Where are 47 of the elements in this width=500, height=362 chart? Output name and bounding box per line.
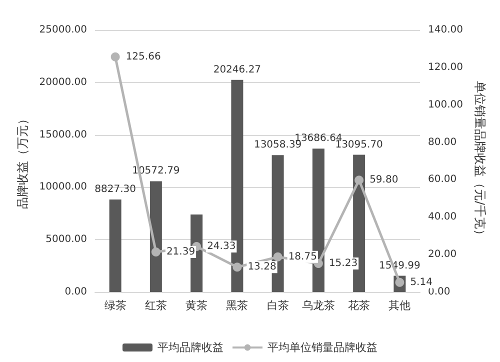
data-label: 13095.70 (335, 139, 383, 150)
x-tick-label: 红茶 (144, 299, 167, 312)
x-tick-label: 乌龙茶 (302, 299, 335, 312)
y2-tick-label: 80.00 (428, 136, 457, 148)
point (151, 247, 160, 256)
y-axis-title: 品牌收益（万元） (15, 113, 30, 209)
data-label: 5.14 (410, 276, 432, 288)
y-tick-label: 10000.00 (39, 182, 87, 193)
y2-tick-label: 60.00 (428, 174, 457, 186)
y2-tick-label: 100.00 (428, 99, 463, 110)
x-tick-label: 白茶 (266, 299, 289, 312)
y-tick-label: 0.00 (64, 286, 87, 298)
y2-tick-label: 40.00 (428, 212, 457, 223)
data-label: 24.33 (207, 240, 236, 252)
point (110, 52, 120, 62)
data-label: 10572.79 (132, 166, 180, 177)
x-tick-label: 黄茶 (186, 299, 208, 312)
data-label: 8827.30 (94, 184, 136, 195)
y2-tick-label: 140.00 (428, 24, 463, 36)
data-label: 13.28 (248, 262, 276, 273)
data-label: 59.80 (370, 174, 398, 186)
point (232, 262, 242, 272)
data-label: 18.75 (288, 251, 317, 262)
data-label: 125.66 (126, 51, 161, 62)
y-tick-label: 5000.00 (46, 234, 87, 246)
data-label: 21.39 (166, 246, 196, 258)
point (354, 176, 364, 185)
y-tick-label: 15000.00 (39, 129, 87, 140)
y2-axis-title: 单位销量品牌收益（元/千克） (472, 80, 487, 242)
x-tick-label: 其他 (388, 299, 411, 312)
bar (109, 199, 122, 292)
x-tick-label: 绿茶 (104, 299, 126, 312)
point (273, 252, 282, 262)
x-tick-label: 黑茶 (226, 299, 248, 312)
data-label: 13058.39 (254, 140, 302, 151)
legend-label: 平均品牌收益 (158, 341, 224, 354)
data-label: 1549.99 (379, 260, 420, 272)
legend-label: 平均单位销量品牌收益 (268, 341, 378, 354)
y-tick-label: 20000.00 (39, 76, 87, 88)
data-label: 20246.27 (213, 64, 262, 76)
y2-tick-label: 120.00 (428, 62, 463, 73)
y2-tick-label: 20.00 (428, 249, 457, 260)
bar (150, 181, 162, 292)
x-tick-label: 花茶 (348, 299, 370, 312)
y2-tick-label: 0.00 (428, 286, 450, 298)
y-tick-label: 25000.00 (39, 24, 87, 36)
data-label: 15.23 (328, 258, 358, 269)
